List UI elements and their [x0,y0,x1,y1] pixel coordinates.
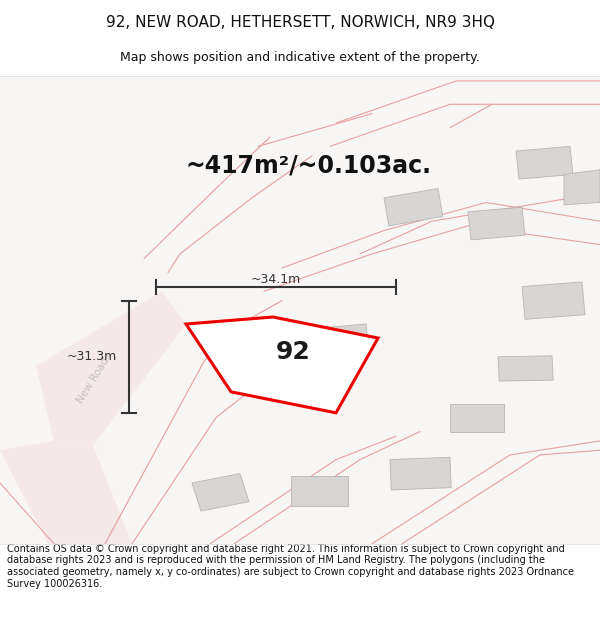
Polygon shape [291,476,348,506]
Text: New Road: New Road [75,356,111,405]
Text: Contains OS data © Crown copyright and database right 2021. This information is : Contains OS data © Crown copyright and d… [7,544,574,589]
Text: 92, NEW ROAD, HETHERSETT, NORWICH, NR9 3HQ: 92, NEW ROAD, HETHERSETT, NORWICH, NR9 3… [106,16,494,31]
Polygon shape [186,317,378,413]
Polygon shape [516,146,573,179]
Text: ~31.3m: ~31.3m [67,350,117,363]
Text: Map shows position and indicative extent of the property.: Map shows position and indicative extent… [120,51,480,64]
Polygon shape [234,338,294,376]
Polygon shape [522,282,585,319]
Text: ~417m²/~0.103ac.: ~417m²/~0.103ac. [186,153,432,177]
Polygon shape [36,291,186,446]
Polygon shape [564,170,600,205]
Polygon shape [468,207,525,240]
Polygon shape [390,458,451,490]
Polygon shape [498,356,553,381]
Polygon shape [384,189,443,226]
Text: ~34.1m: ~34.1m [251,272,301,286]
Polygon shape [312,324,369,357]
Polygon shape [192,474,249,511]
Polygon shape [450,404,504,431]
Text: 92: 92 [275,340,310,364]
Polygon shape [0,441,132,544]
